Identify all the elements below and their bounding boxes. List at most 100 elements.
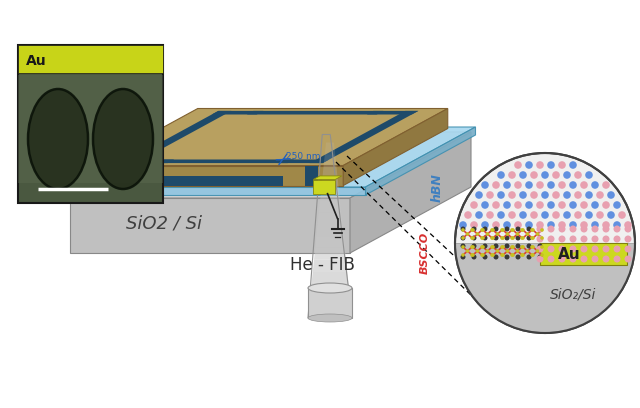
- Circle shape: [602, 226, 609, 233]
- Circle shape: [493, 255, 499, 259]
- Circle shape: [536, 249, 540, 253]
- Circle shape: [531, 228, 535, 232]
- Circle shape: [613, 201, 621, 209]
- Circle shape: [625, 255, 632, 262]
- Circle shape: [514, 201, 522, 209]
- Circle shape: [525, 181, 532, 189]
- Circle shape: [461, 253, 465, 257]
- Circle shape: [510, 236, 514, 240]
- Polygon shape: [309, 295, 351, 306]
- Circle shape: [531, 253, 535, 257]
- Circle shape: [476, 232, 479, 236]
- Circle shape: [461, 255, 465, 259]
- Circle shape: [613, 221, 621, 229]
- Circle shape: [559, 235, 566, 242]
- Circle shape: [536, 221, 544, 229]
- Circle shape: [480, 228, 484, 232]
- Circle shape: [492, 245, 495, 249]
- Circle shape: [570, 255, 577, 262]
- Circle shape: [490, 245, 494, 249]
- Circle shape: [602, 201, 610, 209]
- Circle shape: [614, 255, 621, 262]
- Circle shape: [471, 228, 475, 232]
- Polygon shape: [320, 189, 340, 201]
- Polygon shape: [65, 187, 365, 195]
- Circle shape: [559, 226, 566, 233]
- Circle shape: [602, 221, 610, 229]
- Circle shape: [515, 235, 520, 240]
- Circle shape: [493, 235, 499, 240]
- Circle shape: [574, 211, 582, 219]
- Circle shape: [531, 245, 535, 249]
- Polygon shape: [317, 213, 342, 224]
- Circle shape: [466, 232, 469, 236]
- Circle shape: [521, 253, 525, 257]
- Circle shape: [563, 191, 571, 199]
- Circle shape: [602, 235, 609, 242]
- Circle shape: [455, 153, 635, 333]
- Circle shape: [570, 226, 577, 233]
- Circle shape: [540, 253, 544, 257]
- Circle shape: [461, 235, 465, 240]
- Circle shape: [541, 191, 548, 199]
- Circle shape: [472, 244, 477, 248]
- Circle shape: [570, 246, 577, 253]
- Circle shape: [460, 221, 467, 229]
- Circle shape: [470, 221, 478, 229]
- Polygon shape: [350, 132, 471, 253]
- Circle shape: [547, 201, 555, 209]
- Circle shape: [540, 228, 544, 232]
- Polygon shape: [305, 166, 318, 186]
- Circle shape: [540, 236, 544, 240]
- Circle shape: [476, 249, 479, 253]
- Circle shape: [527, 255, 531, 259]
- Circle shape: [496, 249, 499, 253]
- Circle shape: [493, 244, 499, 248]
- Circle shape: [569, 221, 577, 229]
- Circle shape: [521, 245, 525, 249]
- Circle shape: [481, 201, 489, 209]
- Circle shape: [470, 245, 474, 249]
- Circle shape: [461, 236, 465, 240]
- Circle shape: [618, 211, 626, 219]
- Circle shape: [486, 211, 494, 219]
- Polygon shape: [153, 175, 284, 186]
- Polygon shape: [312, 271, 348, 283]
- Circle shape: [486, 232, 490, 236]
- Circle shape: [500, 236, 504, 240]
- Circle shape: [519, 191, 527, 199]
- Circle shape: [471, 236, 475, 240]
- Circle shape: [527, 235, 531, 240]
- Circle shape: [536, 181, 544, 189]
- Circle shape: [591, 235, 598, 242]
- Circle shape: [516, 249, 519, 253]
- Circle shape: [527, 244, 531, 248]
- Circle shape: [506, 249, 509, 253]
- Circle shape: [500, 245, 504, 249]
- Circle shape: [547, 235, 554, 242]
- Circle shape: [504, 226, 509, 231]
- Circle shape: [530, 191, 538, 199]
- Circle shape: [525, 201, 532, 209]
- Circle shape: [607, 211, 615, 219]
- Circle shape: [559, 246, 566, 253]
- Circle shape: [470, 253, 474, 257]
- Polygon shape: [278, 160, 329, 163]
- Circle shape: [580, 235, 588, 242]
- Circle shape: [602, 246, 609, 253]
- Text: $\mathbf{I_b}$: $\mathbf{I_b}$: [110, 117, 129, 138]
- Circle shape: [538, 235, 543, 240]
- Circle shape: [461, 245, 465, 249]
- Text: hBN: hBN: [431, 173, 444, 202]
- Polygon shape: [93, 166, 343, 186]
- Circle shape: [536, 201, 544, 209]
- Ellipse shape: [308, 283, 352, 293]
- Circle shape: [541, 211, 548, 219]
- Circle shape: [536, 235, 543, 242]
- Polygon shape: [212, 111, 263, 115]
- Circle shape: [470, 201, 478, 209]
- Circle shape: [500, 228, 504, 232]
- Circle shape: [510, 245, 514, 249]
- Circle shape: [504, 255, 509, 259]
- Circle shape: [510, 253, 514, 257]
